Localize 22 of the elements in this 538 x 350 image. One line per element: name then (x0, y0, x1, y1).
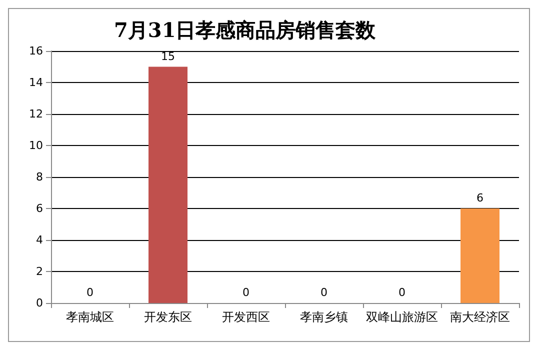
data-label: 15 (161, 50, 175, 63)
data-label: 0 (86, 286, 94, 299)
y-tick-label: 8 (36, 170, 43, 184)
data-label: 0 (320, 286, 328, 299)
x-tick-label: 双峰山旅游区 (366, 310, 438, 324)
data-label: 6 (476, 192, 484, 204)
x-tick-label: 孝南乡镇 (300, 310, 348, 324)
y-tick-label: 4 (36, 234, 43, 246)
x-tick-label: 开发东区 (144, 310, 192, 324)
x-tick-label: 南大经济区 (450, 310, 510, 324)
x-tick-label: 孝南城区 (66, 310, 114, 324)
y-tick-label: 0 (36, 296, 43, 310)
data-label: 0 (242, 286, 250, 299)
x-tick-label: 开发西区 (222, 310, 270, 324)
y-tick-label: 16 (29, 44, 43, 58)
y-tick-label: 12 (29, 108, 43, 120)
y-tick-label: 6 (36, 202, 43, 215)
y-tick-label: 14 (29, 76, 43, 89)
data-label: 0 (398, 286, 406, 299)
y-tick-label: 2 (36, 265, 43, 278)
y-tick-label: 10 (29, 139, 43, 152)
chart-title: 7月31日孝感商品房销售套数 (114, 18, 377, 42)
